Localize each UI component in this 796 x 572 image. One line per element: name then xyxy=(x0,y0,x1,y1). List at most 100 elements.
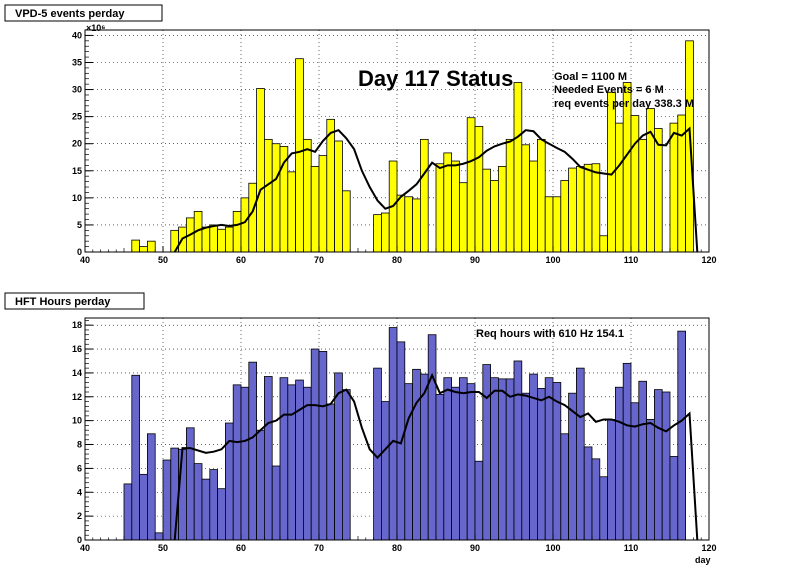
y-tick-label: 6 xyxy=(77,463,82,473)
histogram-bar xyxy=(318,155,328,253)
histogram-bar xyxy=(654,389,663,541)
histogram-bar xyxy=(380,212,390,253)
histogram-bar xyxy=(576,367,585,541)
histogram-bar xyxy=(310,166,320,253)
axis-ticks: 40 50 60 70 80 90 100 110 120 0 2 4 6 8 10 12 14 16 18 xyxy=(72,320,717,553)
chart-title: VPD-5 events perday xyxy=(15,8,125,20)
histogram-bar xyxy=(232,384,242,541)
histogram-bar xyxy=(341,190,351,253)
histogram-bar xyxy=(263,376,273,541)
trend-line-path xyxy=(173,372,699,541)
histogram-bar xyxy=(404,196,413,253)
histogram-bar xyxy=(451,160,460,253)
histogram-bar xyxy=(256,429,265,541)
y-tick-label: 8 xyxy=(77,440,82,450)
histogram-bar xyxy=(139,473,148,541)
histogram-bar xyxy=(435,393,445,541)
histogram-bar xyxy=(490,180,499,253)
histogram-bar xyxy=(248,361,258,541)
histogram-bar xyxy=(537,388,546,541)
histogram-bar xyxy=(170,447,180,541)
x-tick-label: 90 xyxy=(470,543,480,553)
histogram-bar xyxy=(373,214,382,253)
histogram-bar xyxy=(310,348,320,541)
histogram-bar xyxy=(544,377,554,541)
histogram-bar xyxy=(404,383,413,541)
histogram-bar xyxy=(661,391,671,541)
x-tick-label: 100 xyxy=(545,543,560,553)
histogram-bars xyxy=(123,327,686,541)
histogram-bar xyxy=(497,166,507,253)
x-tick-label: 120 xyxy=(701,543,716,553)
histogram-bar xyxy=(178,448,187,541)
y-tick-label: 2 xyxy=(77,511,82,521)
histogram-bar xyxy=(388,327,398,541)
histogram-bar xyxy=(599,476,608,541)
req-events-annotation: req events per day 338.3 M xyxy=(554,98,694,110)
histogram-bar xyxy=(482,168,491,253)
histogram-bar xyxy=(630,402,640,541)
trend-line xyxy=(173,372,699,541)
histogram-bar xyxy=(396,194,406,253)
y-tick-label: 20 xyxy=(72,139,82,149)
goal-annotation: Goal = 1100 M xyxy=(554,71,627,83)
histogram-bar xyxy=(139,246,148,253)
histogram-bar xyxy=(380,401,390,541)
axis-ticks: 40 50 60 70 80 90 100 110 120 0 5 10 15 20 25 30 35 40 xyxy=(72,29,717,265)
histogram-bar xyxy=(638,138,647,253)
y-tick-label: 0 xyxy=(77,247,82,257)
histogram-bar xyxy=(146,433,156,541)
x-tick-label: 50 xyxy=(158,543,168,553)
histogram-bar xyxy=(443,377,452,541)
trend-line-path xyxy=(173,126,699,253)
histogram-bar xyxy=(591,458,601,541)
histogram-bar xyxy=(435,163,445,253)
y-exponent-label: ×10⁶ xyxy=(86,23,105,33)
histogram-bar xyxy=(248,182,258,253)
y-tick-label: 10 xyxy=(72,193,82,203)
trend-line xyxy=(173,126,699,253)
x-tick-label: 110 xyxy=(624,255,639,265)
histogram-bar xyxy=(529,160,538,253)
histogram-bar xyxy=(279,377,289,541)
histogram-bar xyxy=(162,459,172,541)
needed-events-annotation: Needed Events = 6 M xyxy=(554,84,664,96)
histogram-bar xyxy=(193,463,203,541)
x-tick-label: 60 xyxy=(236,255,246,265)
histogram-bar xyxy=(131,239,141,253)
histogram-bar xyxy=(201,226,211,253)
histogram-bar xyxy=(302,386,312,541)
histogram-bar xyxy=(576,166,585,253)
x-tick-label: 50 xyxy=(158,255,168,265)
x-tick-label: 110 xyxy=(624,543,639,553)
histogram-bar xyxy=(638,380,647,541)
x-tick-label: 60 xyxy=(236,543,246,553)
histogram-bar xyxy=(263,138,273,253)
histogram-bar xyxy=(583,446,593,541)
histogram-bar xyxy=(427,334,437,541)
histogram-bar xyxy=(552,196,562,253)
histogram-bar xyxy=(591,163,601,253)
y-tick-label: 4 xyxy=(77,487,82,497)
chart-title-box xyxy=(4,292,145,310)
histogram-bar xyxy=(490,377,499,541)
histogram-bar xyxy=(505,138,515,253)
histogram-bar xyxy=(232,210,242,253)
histogram-bar xyxy=(646,108,655,253)
histogram-bar xyxy=(318,351,328,541)
histogram-bar xyxy=(209,469,219,541)
histogram-bar xyxy=(537,138,546,253)
histogram-bar xyxy=(560,180,569,253)
x-axis-label: day xyxy=(695,555,711,565)
histogram-bar xyxy=(552,382,562,541)
y-tick-label: 0 xyxy=(77,535,82,545)
histogram-bar xyxy=(240,197,250,253)
histogram-bar xyxy=(295,379,304,541)
histogram-bar xyxy=(677,330,686,541)
histogram-bar xyxy=(334,140,343,253)
panel-vpd-events: VPD-5 events perday 40 50 60 70 80 90 100 110 12… xyxy=(4,4,717,265)
histogram-bar xyxy=(217,488,226,541)
y-tick-label: 5 xyxy=(77,220,82,230)
x-tick-label: 80 xyxy=(392,255,402,265)
